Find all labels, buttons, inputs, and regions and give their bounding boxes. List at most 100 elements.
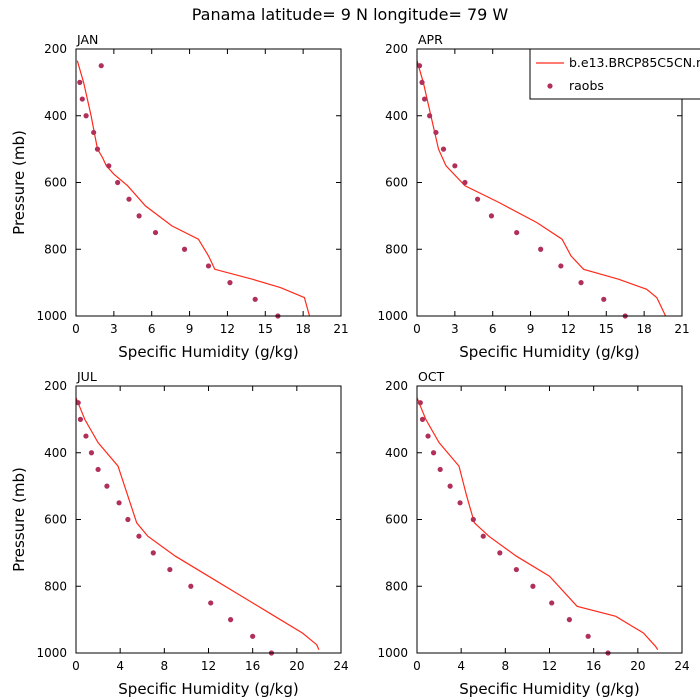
x-tick-label: 6	[148, 322, 156, 336]
x-tick-label: 0	[413, 322, 421, 336]
panels-group: 0 3 6 9 12 15 18 212004006008001000JANSpecific …	[10, 32, 690, 698]
x-tick-label: 0	[72, 659, 80, 673]
obs-point	[77, 79, 83, 85]
x-tick-label: 18	[637, 322, 652, 336]
obs-point	[419, 416, 426, 422]
obs-point	[75, 400, 81, 406]
panel-label: APR	[418, 32, 443, 47]
y-tick-label: 800	[385, 242, 408, 256]
x-axis-label: Specific Humidity (g/kg)	[459, 343, 639, 361]
obs-point	[152, 229, 159, 236]
obs-point	[98, 63, 104, 69]
obs-point	[480, 533, 486, 539]
x-tick-label: 24	[333, 659, 348, 673]
obs-point	[474, 196, 481, 202]
plot-frame	[75, 385, 342, 654]
obs-point	[462, 179, 468, 186]
obs-point	[437, 466, 443, 473]
y-tick-label: 200	[385, 379, 408, 393]
panel-label: OCT	[418, 369, 445, 384]
y-tick-label: 800	[44, 242, 67, 256]
plot-frame	[416, 385, 683, 654]
y-tick-label: 400	[385, 109, 408, 123]
x-tick-label: 21	[333, 322, 348, 336]
x-tick-label: 20	[630, 659, 645, 673]
x-tick-label: 3	[110, 322, 118, 336]
obs-point	[136, 533, 142, 539]
panel-oct: 0 4 8 12 16 20 24 200 400 600 800 1000 OCT Specific H…	[377, 369, 689, 698]
legend-box	[529, 48, 700, 100]
y-tick-label: 1000	[36, 646, 67, 660]
panel-jan: 0 3 6 9 12 15 18 21 200 400 600 800 1000 JAN Specific …	[10, 32, 349, 361]
y-tick-label: 1000	[36, 309, 67, 323]
obs-point	[250, 633, 256, 639]
x-tick-label: 12	[542, 659, 557, 673]
obs-point	[227, 280, 233, 286]
x-tick-label: 12	[201, 659, 216, 673]
x-axis-label: Specific Humidity (g/kg)	[118, 343, 298, 361]
obs-point	[126, 196, 132, 202]
x-tick-label: 12	[220, 322, 235, 336]
obs-point	[208, 600, 214, 606]
obs-point	[227, 617, 234, 623]
x-tick-label: 16	[245, 659, 260, 673]
obs-point	[104, 483, 110, 489]
obs-point	[440, 146, 447, 152]
obs-point	[88, 450, 95, 456]
x-tick-label: 12	[561, 322, 576, 336]
y-tick-label: 800	[44, 579, 67, 593]
x-tick-label: 4	[116, 659, 124, 673]
obs-point	[167, 566, 173, 573]
y-tick-label: 800	[385, 579, 408, 593]
panel-jul: 0 4 8 12 16 20 24 200 400 600 800 1000 JUL Specific H…	[10, 369, 349, 698]
legend-obs-label: raobs	[569, 78, 604, 93]
x-tick-label: 3	[451, 322, 459, 336]
obs-point	[513, 566, 519, 573]
y-tick-label: 200	[44, 379, 67, 393]
obs-point	[205, 263, 212, 269]
legend: b.e13.BRCP85C5CN.n raobs	[529, 48, 700, 100]
panel-label: JUL	[76, 369, 97, 384]
obs-point	[530, 583, 536, 589]
x-tick-label: 0	[413, 659, 421, 673]
y-axis-label: Pressure (mb)	[10, 130, 28, 235]
model-line	[76, 397, 320, 650]
y-tick-label: 600	[385, 513, 408, 527]
obs-point	[136, 213, 142, 219]
x-axis-label: Specific Humidity (g/kg)	[459, 680, 639, 698]
x-tick-label: 6	[489, 322, 497, 336]
obs-point	[419, 79, 425, 85]
obs-point	[181, 246, 188, 252]
obs-point	[585, 633, 591, 639]
x-tick-label: 18	[296, 322, 311, 336]
model-line	[76, 60, 311, 316]
y-tick-label: 400	[44, 109, 67, 123]
obs-point	[116, 500, 122, 506]
obs-point	[549, 600, 555, 606]
model-line	[417, 397, 659, 651]
y-tick-label: 600	[44, 176, 67, 190]
obs-point	[94, 146, 101, 152]
obs-point	[601, 296, 607, 302]
obs-point	[452, 163, 458, 169]
x-tick-label: 15	[599, 322, 614, 336]
y-tick-label: 200	[385, 42, 408, 56]
x-tick-label: 9	[527, 322, 535, 336]
y-tick-label: 1000	[377, 646, 408, 660]
legend-model-label: b.e13.BRCP85C5CN.n	[569, 55, 700, 70]
obs-point	[433, 129, 439, 136]
y-tick-label: 600	[44, 513, 67, 527]
x-tick-label: 15	[258, 322, 273, 336]
obs-point	[430, 450, 437, 456]
obs-point	[578, 280, 584, 286]
obs-point	[77, 416, 84, 422]
figure-title: Panama latitude= 9 N longitude= 79 W	[192, 5, 509, 24]
obs-point	[470, 516, 476, 523]
x-axis-label: Specific Humidity (g/kg)	[118, 680, 298, 698]
obs-point	[488, 213, 495, 219]
x-tick-label: 21	[674, 322, 689, 336]
y-tick-label: 1000	[377, 309, 408, 323]
y-tick-label: 200	[44, 42, 67, 56]
x-tick-label: 4	[457, 659, 465, 673]
